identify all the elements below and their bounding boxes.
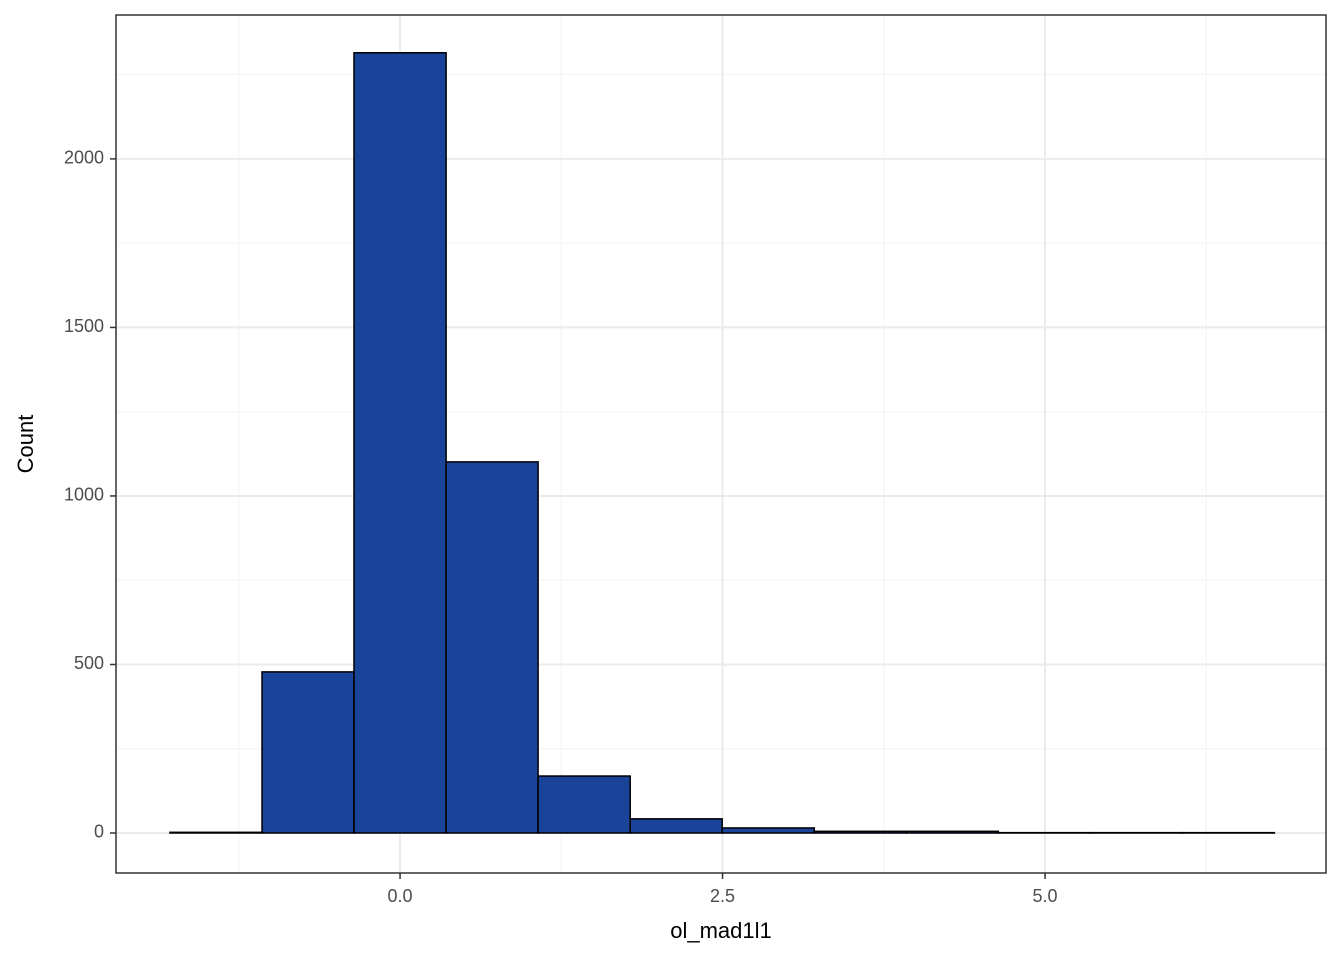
bar [353,51,447,834]
y-axis-title: Count [13,415,38,474]
x-tick-label: 2.5 [710,886,735,906]
panel-border [115,14,1327,874]
x-tick-label: 0.0 [388,886,413,906]
bar [721,827,816,834]
bar [537,775,631,834]
y-tick-label: 1000 [64,485,104,505]
x-tick-label: 5.0 [1033,886,1058,906]
bar [629,818,723,834]
y-tick-label: 1500 [64,316,104,336]
x-axis-title: ol_mad1l1 [670,918,772,943]
bar [261,671,355,834]
y-tick-label: 0 [94,822,104,842]
bar [813,830,907,834]
bar [169,831,263,834]
y-tick-label: 2000 [64,148,104,168]
bar [445,461,539,834]
y-tick-label: 500 [74,653,104,673]
bar [905,830,1000,834]
